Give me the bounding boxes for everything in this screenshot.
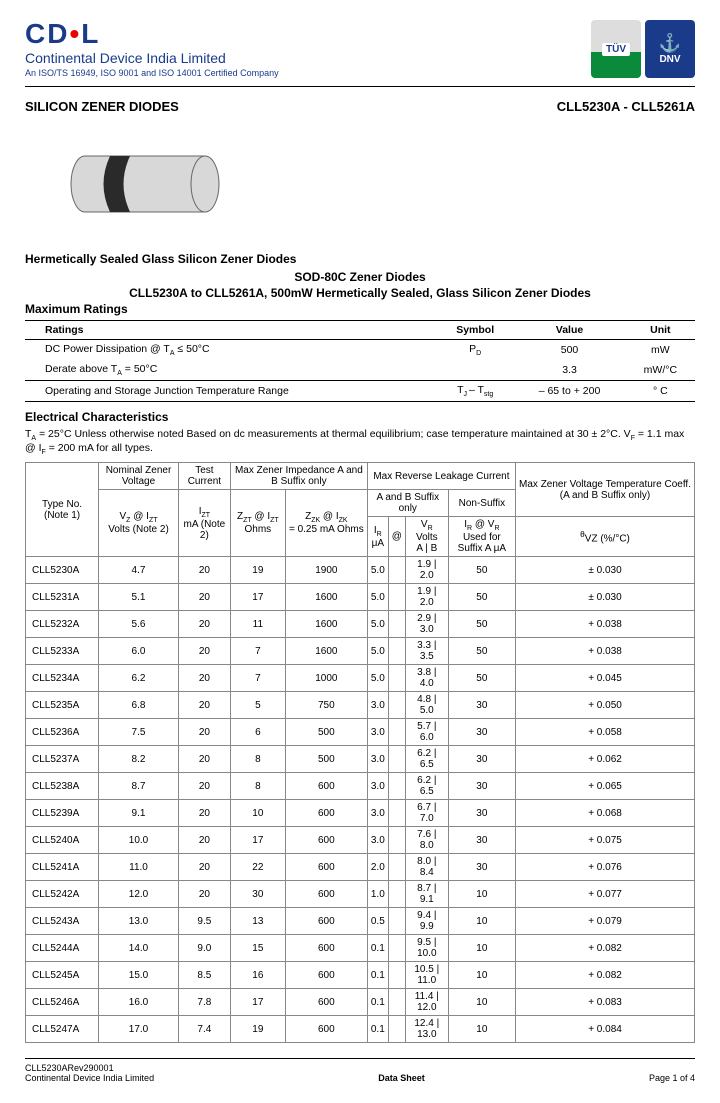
- ratings-row: Derate above TA = 50°C3.3mW/°C: [25, 360, 695, 381]
- ratings-row: DC Power Dissipation @ TA ≤ 50°CPD500mW: [25, 340, 695, 361]
- dnv-label: DNV: [659, 54, 680, 65]
- table-row: CLL5240A10.020176003.07.6 | 8.030+ 0.075: [26, 827, 695, 854]
- table-row: CLL5230A4.7201919005.01.9 | 2.050± 0.030: [26, 557, 695, 584]
- h-vz: VZ @ IZTVolts (Note 2): [99, 490, 179, 557]
- ratings-h0: Ratings: [25, 321, 437, 340]
- footer-center: Data Sheet: [378, 1073, 425, 1083]
- ratings-row: Operating and Storage Junction Temperatu…: [25, 381, 695, 402]
- cert-badges: TÜV ⚓ DNV: [591, 20, 695, 78]
- h-maximp: Max Zener Impedance A and B Suffix only: [230, 463, 367, 490]
- ratings-table: Ratings Symbol Value Unit DC Power Dissi…: [25, 320, 695, 402]
- dnv-badge: ⚓ DNV: [645, 20, 695, 78]
- logo-dot: •: [69, 18, 81, 49]
- h-type: Type No. (Note 1): [26, 463, 99, 557]
- table-row: CLL5235A6.82057503.04.8 | 5.030+ 0.050: [26, 692, 695, 719]
- ratings-h3: Unit: [626, 321, 695, 340]
- page-header: CD•L Continental Device India Limited An…: [25, 20, 695, 87]
- table-row: CLL5233A6.020716005.03.3 | 3.550+ 0.038: [26, 638, 695, 665]
- table-row: CLL5236A7.52065003.05.7 | 6.030+ 0.058: [26, 719, 695, 746]
- table-row: CLL5232A5.6201116005.02.9 | 3.050+ 0.038: [26, 611, 695, 638]
- cert-line: An ISO/TS 16949, ISO 9001 and ISO 14001 …: [25, 68, 279, 78]
- footer-left: CLL5230ARev290001 Continental Device Ind…: [25, 1063, 154, 1083]
- subtitle: Hermetically Sealed Glass Silicon Zener …: [25, 252, 695, 266]
- ratings-h1: Symbol: [437, 321, 513, 340]
- table-row: CLL5245A15.08.5166000.110.5 | 11.010+ 0.…: [26, 962, 695, 989]
- footer: CLL5230ARev290001 Continental Device Ind…: [25, 1058, 695, 1083]
- logo-main: CD: [25, 18, 69, 49]
- title-row: SILICON ZENER DIODES CLL5230A - CLL5261A: [25, 99, 695, 114]
- table-row: CLL5247A17.07.4196000.112.4 | 13.010+ 0.…: [26, 1016, 695, 1043]
- electrical-table: Type No. (Note 1) Nominal Zener Voltage …: [25, 462, 695, 1043]
- table-row: CLL5231A5.1201716005.01.9 | 2.050± 0.030: [26, 584, 695, 611]
- title-left: SILICON ZENER DIODES: [25, 99, 179, 114]
- logo: CD•L: [25, 20, 279, 48]
- company-name: Continental Device India Limited: [25, 50, 279, 66]
- h-nonsuffix: Non-Suffix: [448, 490, 515, 517]
- h-zzt: ZZT @ IZTOhms: [230, 490, 285, 557]
- table-row: CLL5241A11.020226002.08.0 | 8.430+ 0.076: [26, 854, 695, 881]
- sod-sub: CLL5230A to CLL5261A, 500mW Hermetically…: [25, 286, 695, 300]
- h-absuffix: A and B Suffix only: [367, 490, 448, 517]
- h-zzk: ZZK @ IZK= 0.25 mA Ohms: [285, 490, 367, 557]
- h-at: @: [388, 517, 405, 557]
- footer-company: Continental Device India Limited: [25, 1073, 154, 1083]
- table-row: CLL5237A8.22085003.06.2 | 6.530+ 0.062: [26, 746, 695, 773]
- anchor-icon: ⚓: [659, 33, 681, 54]
- table-row: CLL5242A12.020306001.08.7 | 9.110+ 0.077: [26, 881, 695, 908]
- ratings-h2: Value: [513, 321, 625, 340]
- tuv-label: TÜV: [602, 43, 630, 56]
- max-ratings-label: Maximum Ratings: [25, 302, 695, 316]
- sod-title: SOD-80C Zener Diodes: [25, 270, 695, 284]
- tuv-badge: TÜV: [591, 20, 641, 78]
- footer-rev: CLL5230ARev290001: [25, 1063, 154, 1073]
- h-maxzener: Max Zener Voltage Temperature Coeff. (A …: [516, 463, 695, 517]
- table-row: CLL5244A14.09.0156000.19.5 | 10.010+ 0.0…: [26, 935, 695, 962]
- diode-diagram: [55, 139, 235, 229]
- h-ir: IRμA: [367, 517, 388, 557]
- logo-end: L: [81, 18, 100, 49]
- logo-area: CD•L Continental Device India Limited An…: [25, 20, 279, 78]
- table-row: CLL5243A13.09.5136000.59.4 | 9.910+ 0.07…: [26, 908, 695, 935]
- h-maxrev: Max Reverse Leakage Current: [367, 463, 515, 490]
- h-vr: VRVoltsA | B: [405, 517, 448, 557]
- h-test: Test Current: [178, 463, 230, 490]
- h-izt: IZTmA (Note 2): [178, 490, 230, 557]
- h-irvr: IR @ VRUsed for Suffix A μA: [448, 517, 515, 557]
- table-row: CLL5234A6.220710005.03.8 | 4.050+ 0.045: [26, 665, 695, 692]
- ec-note: TA = 25°C Unless otherwise noted Based o…: [25, 428, 695, 456]
- title-right: CLL5230A - CLL5261A: [557, 99, 695, 114]
- ec-label: Electrical Characteristics: [25, 410, 695, 424]
- h-vzcoeff: θVZ (%/°C): [516, 517, 695, 557]
- footer-right: Page 1 of 4: [649, 1073, 695, 1083]
- h-nominal: Nominal Zener Voltage: [99, 463, 179, 490]
- table-row: CLL5238A8.72086003.06.2 | 6.530+ 0.065: [26, 773, 695, 800]
- table-row: CLL5239A9.120106003.06.7 | 7.030+ 0.068: [26, 800, 695, 827]
